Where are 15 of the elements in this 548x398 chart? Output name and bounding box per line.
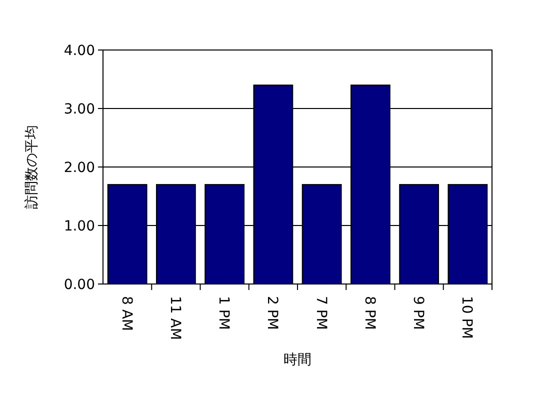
y-tick-label: 1.00 bbox=[64, 218, 95, 234]
x-tick-label: 7 PM bbox=[312, 296, 329, 330]
x-tick-label: 11 AM bbox=[166, 296, 183, 340]
y-tick-label: 4.00 bbox=[64, 43, 95, 59]
y-tick-label: 2.00 bbox=[64, 160, 95, 176]
x-axis-title: 時間 bbox=[284, 352, 312, 368]
x-tick-label: 8 AM bbox=[118, 296, 134, 332]
x-tick-label: 1 PM bbox=[216, 296, 232, 330]
y-tick-label: 0.00 bbox=[64, 277, 95, 293]
x-tick-label: 8 PM bbox=[361, 296, 378, 330]
x-tick-label: 9 PM bbox=[410, 296, 426, 330]
y-tick-label: 3.00 bbox=[64, 102, 95, 118]
y-axis-title: 訪問数の平均 bbox=[24, 125, 40, 209]
x-tick-label: 2 PM bbox=[264, 296, 280, 330]
x-tick-label: 10 PM bbox=[458, 296, 475, 339]
